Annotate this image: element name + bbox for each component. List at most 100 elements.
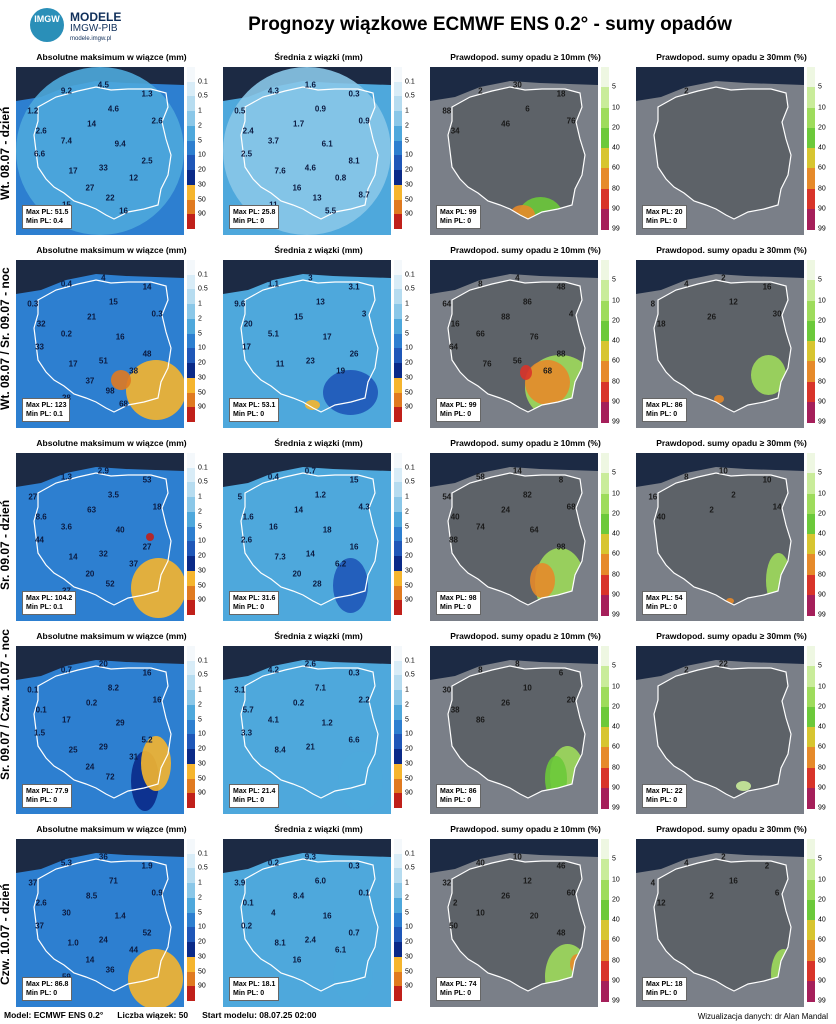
colorbar-tick: 80 bbox=[818, 764, 826, 771]
map-value: 7.4 bbox=[60, 136, 72, 146]
map-value: 4.5 bbox=[97, 80, 109, 90]
map-image[interactable]: 58 14 8 54 82 68 24 40 74 64 88 98 Max PL: 98 Min PL:… bbox=[430, 453, 598, 621]
colorbar-segment bbox=[394, 170, 402, 186]
map-value: 1.1 bbox=[267, 279, 279, 289]
colorbar-tick: 2 bbox=[198, 894, 202, 902]
colorbar-tick: 10 bbox=[198, 344, 206, 352]
map-value: 0.1 bbox=[358, 888, 370, 898]
map-image[interactable]: 4.2 2.6 0.3 3.1 7.1 2.2 0.2 5.7 4.1 1.2 3.3 6.6 8.4 2… bbox=[223, 646, 391, 814]
colorbar-tick: 80 bbox=[818, 571, 826, 578]
map-value: 2 bbox=[452, 898, 458, 908]
poland-border bbox=[240, 86, 379, 220]
colorbar-segment bbox=[394, 482, 402, 498]
map-panel-prob30: Prawdopod. sumy opadu ≥ 30mm (%) 4 2 2 4 16 6 2… bbox=[634, 824, 829, 1009]
pl-stats-box: Max PL: 21.4 Min PL: 0 bbox=[229, 784, 280, 808]
colorbar-tick: 0.5 bbox=[405, 864, 415, 872]
map-value: 30 bbox=[512, 80, 522, 90]
colorbar-tick: 10 bbox=[612, 104, 620, 111]
map-image[interactable]: 4 2 2 4 16 6 2 12 Max PL: 18 Min PL: 0 bbox=[636, 839, 804, 1007]
map-image[interactable]: 0.7 20 16 0.1 8.2 16 0.2 0.1 17 29 1.5 5.2 25 29 31 24 7… bbox=[16, 646, 184, 814]
map-image[interactable]: 0.4 4 14 0.3 15 0.3 21 32 0.2 16 33 48 17 51 38 37 98 28 6… bbox=[16, 260, 184, 428]
map-image[interactable]: 1.3 2.9 53 27 3.5 18 63 8.6 3.6 40 44 27 14 32 37 20 52 3… bbox=[16, 453, 184, 621]
colorbar-tick: 2 bbox=[405, 122, 409, 130]
colorbar-segment bbox=[187, 407, 195, 423]
colorbar-segment bbox=[601, 554, 609, 575]
map-image[interactable]: 2 22 Max PL: 22 Min PL: 0 bbox=[636, 646, 804, 814]
map-value: 29 bbox=[115, 718, 125, 728]
colorbar-segment bbox=[394, 289, 402, 305]
colorbar-segment bbox=[807, 168, 815, 189]
colorbar-tick: 50 bbox=[198, 968, 206, 976]
colorbar: 0.1 0.5 1 2 5 10 20 30 50 90 bbox=[394, 646, 416, 809]
map-value: 3.3 bbox=[240, 728, 253, 738]
map-value: 44 bbox=[35, 535, 44, 545]
poland-border bbox=[240, 472, 379, 606]
max-pl: Max PL: 98 bbox=[440, 595, 477, 602]
colorbar-tick: 10 bbox=[405, 151, 413, 159]
map-value: 28 bbox=[312, 579, 322, 589]
map-image[interactable]: 0.2 9.3 0.3 3.9 6.0 0.1 8.4 0.1 4 16 0.2 0.7 8.1 2.4 6… bbox=[223, 839, 391, 1007]
map-image[interactable]: 8 4 48 64 86 4 88 16 66 76 64 88 76 56 68 Max PL: 99 Min… bbox=[430, 260, 598, 428]
map-image[interactable]: 1.1 3 3.1 9.6 13 3 15 20 5.1 17 17 26 11 23 19 Max PL: … bbox=[223, 260, 391, 428]
colorbar-segment bbox=[807, 341, 815, 362]
map-value: 18 bbox=[152, 502, 162, 512]
map-value: 8 bbox=[684, 472, 689, 482]
map-image[interactable]: 8 10 10 16 2 14 2 40 Max PL: 54 Min PL: 0 bbox=[636, 453, 804, 621]
map-value: 32 bbox=[36, 319, 46, 329]
colorbar-tick: 5 bbox=[405, 330, 409, 338]
field-blob bbox=[146, 533, 154, 541]
colorbar-tick: 20 bbox=[198, 359, 206, 367]
colorbar-segment bbox=[187, 570, 195, 587]
colorbar-segment bbox=[601, 859, 609, 880]
colorbar-tick: 40 bbox=[818, 530, 826, 538]
map-value: 3.1 bbox=[348, 282, 360, 292]
map-image[interactable]: 0.4 0.7 15 5 1.2 4.3 14 1.6 16 18 2.6 16 7.3 14 6.2 20 2… bbox=[223, 453, 391, 621]
colorbar-tick: 50 bbox=[198, 389, 206, 397]
colorbar-tick: 99 bbox=[818, 804, 826, 812]
map-value: 29 bbox=[98, 742, 108, 752]
map-value: 30 bbox=[61, 908, 71, 918]
map-value: 8.5 bbox=[86, 891, 98, 901]
colorbar-segment bbox=[601, 280, 609, 301]
map-value: 2 bbox=[684, 665, 689, 675]
map-value: 0.4 bbox=[60, 279, 72, 289]
map-image[interactable]: 2 Max PL: 20 Min PL: 0 bbox=[636, 67, 804, 235]
colorbar-tick: 2 bbox=[405, 701, 409, 709]
map-image[interactable]: 9.2 4.5 1.3 1.2 4.6 2.6 14 2.6 7.4 9.4 6.6 2.5 17 33 1… bbox=[16, 67, 184, 235]
map-image[interactable]: 8 8 6 30 10 20 26 38 86 Max PL: 86 Min PL: 0 bbox=[430, 646, 598, 814]
colorbar-tick: 1 bbox=[198, 686, 202, 694]
colorbar-segment bbox=[807, 381, 815, 403]
map-value: 26 bbox=[349, 349, 359, 359]
colorbar-segment bbox=[601, 960, 609, 982]
pl-stats-box: Max PL: 74 Min PL: 0 bbox=[436, 977, 481, 1001]
map-value: 7.6 bbox=[274, 166, 286, 176]
map-value: 46 bbox=[501, 119, 511, 129]
min-pl: Min PL: 0 bbox=[233, 990, 265, 997]
colorbar-tick: 90 bbox=[405, 210, 413, 218]
map-image[interactable]: 2 30 18 88 6 76 46 34 Max PL: 99 Min PL: 0 bbox=[430, 67, 598, 235]
map-image[interactable]: 4 2 16 8 12 30 26 18 Max PL: 86 Min PL: 0 bbox=[636, 260, 804, 428]
map-image[interactable]: 40 10 46 32 12 60 26 2 10 20 50 48 Max PL: 74 Min PL:… bbox=[430, 839, 598, 1007]
imgw-logo[interactable]: IMGW MODELE IMGW-PIB modele.imgw.pl bbox=[30, 8, 130, 48]
sea-area bbox=[430, 260, 598, 294]
colorbar-tick: 0.1 bbox=[405, 271, 415, 279]
map-value: 18 bbox=[656, 319, 666, 329]
colorbar-segment bbox=[394, 140, 402, 156]
map-image[interactable]: 4.3 1.6 0.3 0.5 0.9 0.9 1.7 2.4 3.7 6.1 2.5 8.1 7.6 4… bbox=[223, 67, 391, 235]
colorbar-segment bbox=[807, 980, 815, 1002]
colorbar-tick: 30 bbox=[198, 374, 206, 382]
colorbar-tick: 80 bbox=[818, 957, 826, 964]
colorbar-segment bbox=[187, 734, 195, 750]
map-image[interactable]: 5.3 36 1.9 37 71 0.9 8.5 2.6 30 1.4 37 52 1.0 24 44 14 3… bbox=[16, 839, 184, 1007]
colorbar-segment bbox=[394, 556, 402, 572]
map-value: 2.6 bbox=[35, 126, 47, 136]
map-value: 8.6 bbox=[35, 512, 47, 522]
pl-stats-box: Max PL: 99 Min PL: 0 bbox=[436, 398, 481, 422]
map-panel-prob30: Prawdopod. sumy opadu ≥ 30mm (%) 4 2 16 8 12 3… bbox=[634, 245, 829, 430]
panel-title: Średnia z wiązki (mm) bbox=[274, 438, 363, 448]
colorbar-tick: 20 bbox=[612, 896, 620, 904]
map-value: 5.5 bbox=[324, 206, 337, 216]
colorbar-segment bbox=[807, 473, 815, 494]
max-pl: Max PL: 51.5 bbox=[26, 209, 69, 216]
colorbar: 5 10 20 40 60 80 90 99 bbox=[601, 453, 623, 619]
